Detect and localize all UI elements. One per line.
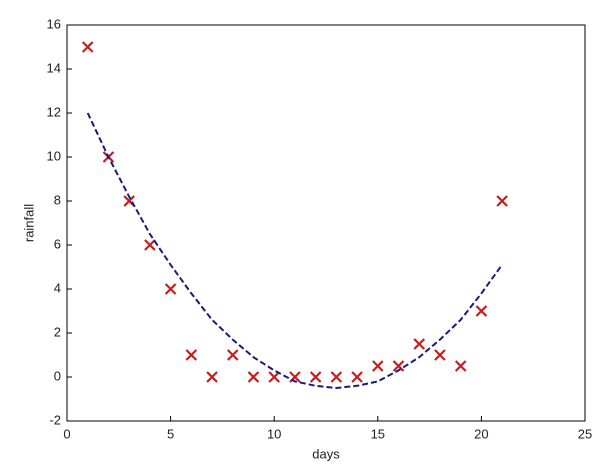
data-point bbox=[185, 349, 198, 361]
y-tick-label: 10 bbox=[47, 148, 61, 163]
x-tick-label: 20 bbox=[474, 426, 488, 441]
x-tick-label: 15 bbox=[371, 426, 385, 441]
y-axis-label: rainfall bbox=[21, 204, 36, 242]
data-point bbox=[413, 338, 426, 350]
data-point bbox=[454, 360, 467, 372]
data-point bbox=[164, 283, 177, 295]
data-point bbox=[206, 371, 218, 383]
data-point bbox=[475, 305, 488, 317]
y-tick-label: 12 bbox=[47, 104, 61, 119]
data-point bbox=[268, 371, 280, 383]
data-point bbox=[372, 360, 384, 372]
plot-area bbox=[66, 24, 586, 422]
data-point bbox=[81, 41, 94, 53]
data-point bbox=[351, 371, 363, 383]
y-tick-label: 6 bbox=[54, 236, 61, 251]
y-tick-label: 4 bbox=[54, 280, 61, 295]
fit-curve bbox=[86, 112, 503, 390]
data-point bbox=[392, 360, 405, 372]
y-tick-label: 2 bbox=[54, 324, 61, 339]
data-point bbox=[144, 239, 156, 251]
y-tick-label: 14 bbox=[47, 60, 61, 75]
data-point bbox=[247, 371, 260, 383]
y-tick-label: 8 bbox=[54, 192, 61, 207]
data-point bbox=[330, 371, 343, 383]
data-point bbox=[496, 195, 508, 207]
y-tick-label: -2 bbox=[49, 412, 61, 427]
y-tick-label: 0 bbox=[54, 368, 61, 383]
x-tick-label: 10 bbox=[267, 426, 281, 441]
data-point bbox=[434, 349, 446, 361]
x-tick-label: 5 bbox=[167, 426, 174, 441]
x-axis-label: days bbox=[312, 446, 340, 461]
y-tick-label: 16 bbox=[47, 16, 61, 31]
x-tick-label: 0 bbox=[63, 426, 70, 441]
data-point bbox=[226, 349, 239, 361]
x-tick-label: 25 bbox=[578, 426, 592, 441]
data-point bbox=[309, 371, 322, 383]
